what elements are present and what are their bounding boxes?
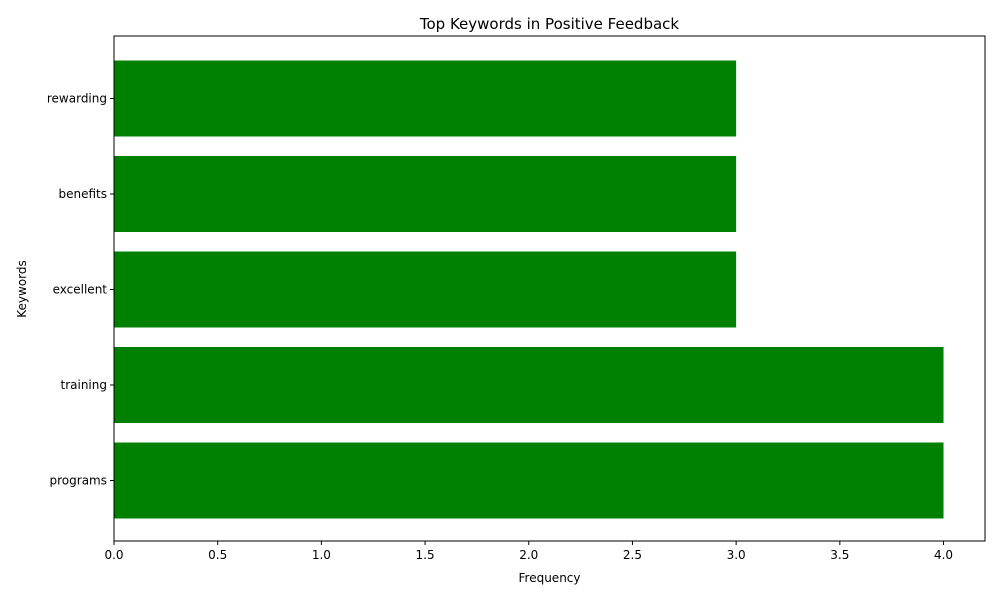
y-axis-title: Keywords xyxy=(15,260,29,318)
bar-training xyxy=(114,347,944,423)
chart-title: Top Keywords in Positive Feedback xyxy=(419,15,680,33)
x-tick-label-0.5: 0.5 xyxy=(208,548,227,562)
axes-layer: programs training excellent benefits rewardi… xyxy=(47,35,986,562)
x-tick-label-0.0: 0.0 xyxy=(104,548,123,562)
bars-layer xyxy=(114,60,944,519)
x-tick-label-3.0: 3.0 xyxy=(727,548,746,562)
x-axis-title: Frequency xyxy=(519,571,581,585)
bar-excellent xyxy=(114,251,737,328)
x-tick-label-1.0: 1.0 xyxy=(312,548,331,562)
plot-frame xyxy=(113,35,986,542)
y-tick-label-programs: programs xyxy=(50,474,107,488)
bar-programs xyxy=(114,442,944,519)
x-tick-label-3.5: 3.5 xyxy=(830,548,849,562)
y-tick-label-rewarding: rewarding xyxy=(47,92,107,106)
y-tick-label-benefits: benefits xyxy=(58,187,107,201)
x-tick-label-2.0: 2.0 xyxy=(519,548,538,562)
y-tick-label-training: training xyxy=(61,378,108,392)
x-tick-label-2.5: 2.5 xyxy=(623,548,642,562)
bar-rewarding xyxy=(114,60,737,137)
bar-benefits xyxy=(114,156,737,232)
x-tick-label-4.0: 4.0 xyxy=(934,548,953,562)
y-tick-label-excellent: excellent xyxy=(53,283,108,297)
x-tick-label-1.5: 1.5 xyxy=(416,548,435,562)
